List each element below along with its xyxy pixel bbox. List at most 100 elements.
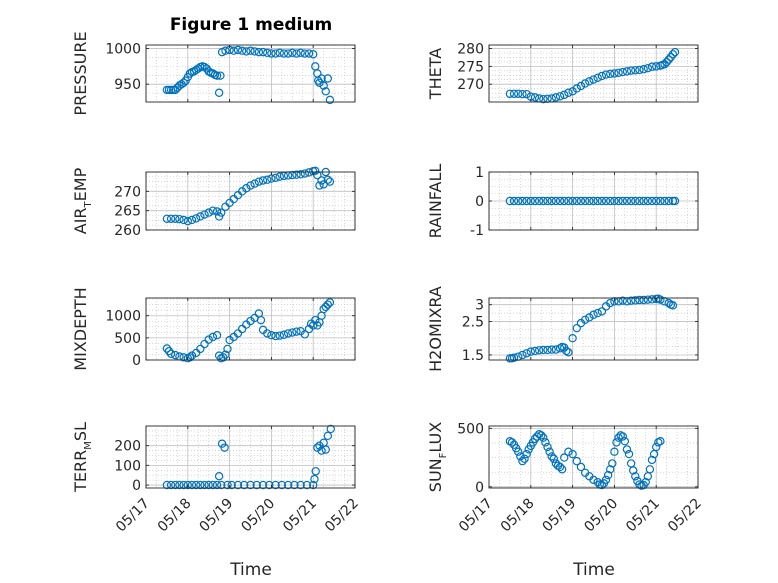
data-point (647, 62, 657, 71)
data-point (204, 335, 213, 344)
data-point (242, 47, 251, 56)
y-tick-label: -1 (470, 223, 484, 239)
data-point (662, 57, 671, 67)
y-axis-label: MIXDEPTH (71, 287, 90, 370)
data-point (564, 196, 573, 206)
data-point (576, 81, 586, 91)
data-point (652, 196, 661, 206)
data-point (321, 302, 330, 312)
data-point (212, 480, 222, 490)
data-point (229, 46, 238, 55)
data-point (522, 349, 531, 358)
data-point (175, 480, 184, 490)
axes-frame (488, 425, 699, 489)
y-axis-label-subscript: T (83, 200, 94, 208)
data-point (187, 215, 197, 225)
data-point (275, 172, 284, 181)
data-point (283, 49, 293, 58)
data-point (277, 480, 287, 490)
data-point (560, 453, 569, 462)
data-point (639, 65, 648, 74)
data-point (576, 196, 586, 206)
data-point (526, 347, 536, 356)
data-point (275, 331, 284, 340)
data-point (664, 55, 673, 64)
data-point (323, 74, 333, 83)
subplot-h2omixra: 1.5 2.53 H2OMIXRA (426, 286, 699, 372)
data-point (643, 295, 653, 304)
data-point (543, 442, 552, 452)
y-axis-label-rest: LUX (426, 422, 445, 453)
data-point (656, 196, 665, 206)
data-point (242, 184, 251, 193)
y-axis-label-main: TERR (71, 450, 90, 493)
data-point (660, 196, 669, 206)
data-point (543, 345, 552, 355)
y-axis-label: THETA (426, 48, 445, 100)
subplot-pressure: 950 1000 PRESSURE (71, 31, 356, 116)
data-point (288, 328, 297, 337)
axes-frame (488, 44, 699, 103)
y-axis-label: PRESSURE (71, 31, 90, 115)
data-point (200, 339, 209, 349)
data-point (296, 48, 305, 58)
data-point (668, 301, 678, 310)
data-point (647, 455, 657, 465)
data-point (555, 462, 565, 472)
data-point (258, 176, 268, 185)
data-point (204, 67, 213, 76)
data-point (526, 196, 536, 206)
data-point (267, 49, 276, 58)
data-point (311, 166, 320, 176)
x-axis-label-right: Time (572, 560, 615, 580)
data-point (514, 196, 523, 206)
subplot-rainfall: -1 0 1 RAINFALL (426, 164, 699, 239)
data-point (593, 308, 602, 318)
data-point (547, 196, 556, 206)
data-point (200, 62, 209, 72)
data-point (664, 196, 673, 206)
data-point (254, 177, 264, 186)
data-point (555, 92, 565, 101)
y-tick-label: 270 (457, 77, 484, 93)
data-point (175, 81, 184, 90)
data-point (518, 456, 527, 466)
data-point (319, 81, 328, 90)
y-axis-label: TERRMSL (71, 422, 94, 493)
data-point (641, 477, 650, 487)
data-point (221, 350, 230, 359)
data-point (568, 334, 577, 343)
data-point (668, 50, 678, 59)
data-point (246, 46, 255, 55)
y-axis-label: SUNFLUX (426, 422, 449, 492)
data-point (166, 214, 176, 223)
data-point (300, 169, 310, 178)
data-point (279, 49, 289, 58)
data-point (585, 77, 594, 86)
data-point (539, 94, 548, 104)
data-point (315, 181, 324, 190)
axes-frame (488, 297, 699, 361)
data-point (179, 480, 188, 490)
data-point (520, 454, 529, 463)
data-point (551, 93, 561, 102)
data-point (250, 179, 259, 188)
data-point (219, 353, 228, 362)
data-point (302, 480, 312, 490)
data-point (292, 49, 301, 58)
data-point (622, 445, 632, 454)
data-point (522, 196, 531, 206)
data-point (233, 480, 243, 490)
data-point (267, 331, 276, 340)
data-point (643, 196, 653, 206)
data-point (514, 89, 523, 99)
data-point (252, 480, 261, 490)
data-point (639, 196, 648, 206)
data-point (647, 295, 657, 304)
data-point (518, 196, 527, 206)
y-tick-label: 0 (475, 480, 484, 496)
y-axis-label: RAINFALL (426, 164, 445, 239)
axes-frame (145, 425, 356, 489)
data-point (315, 78, 324, 87)
